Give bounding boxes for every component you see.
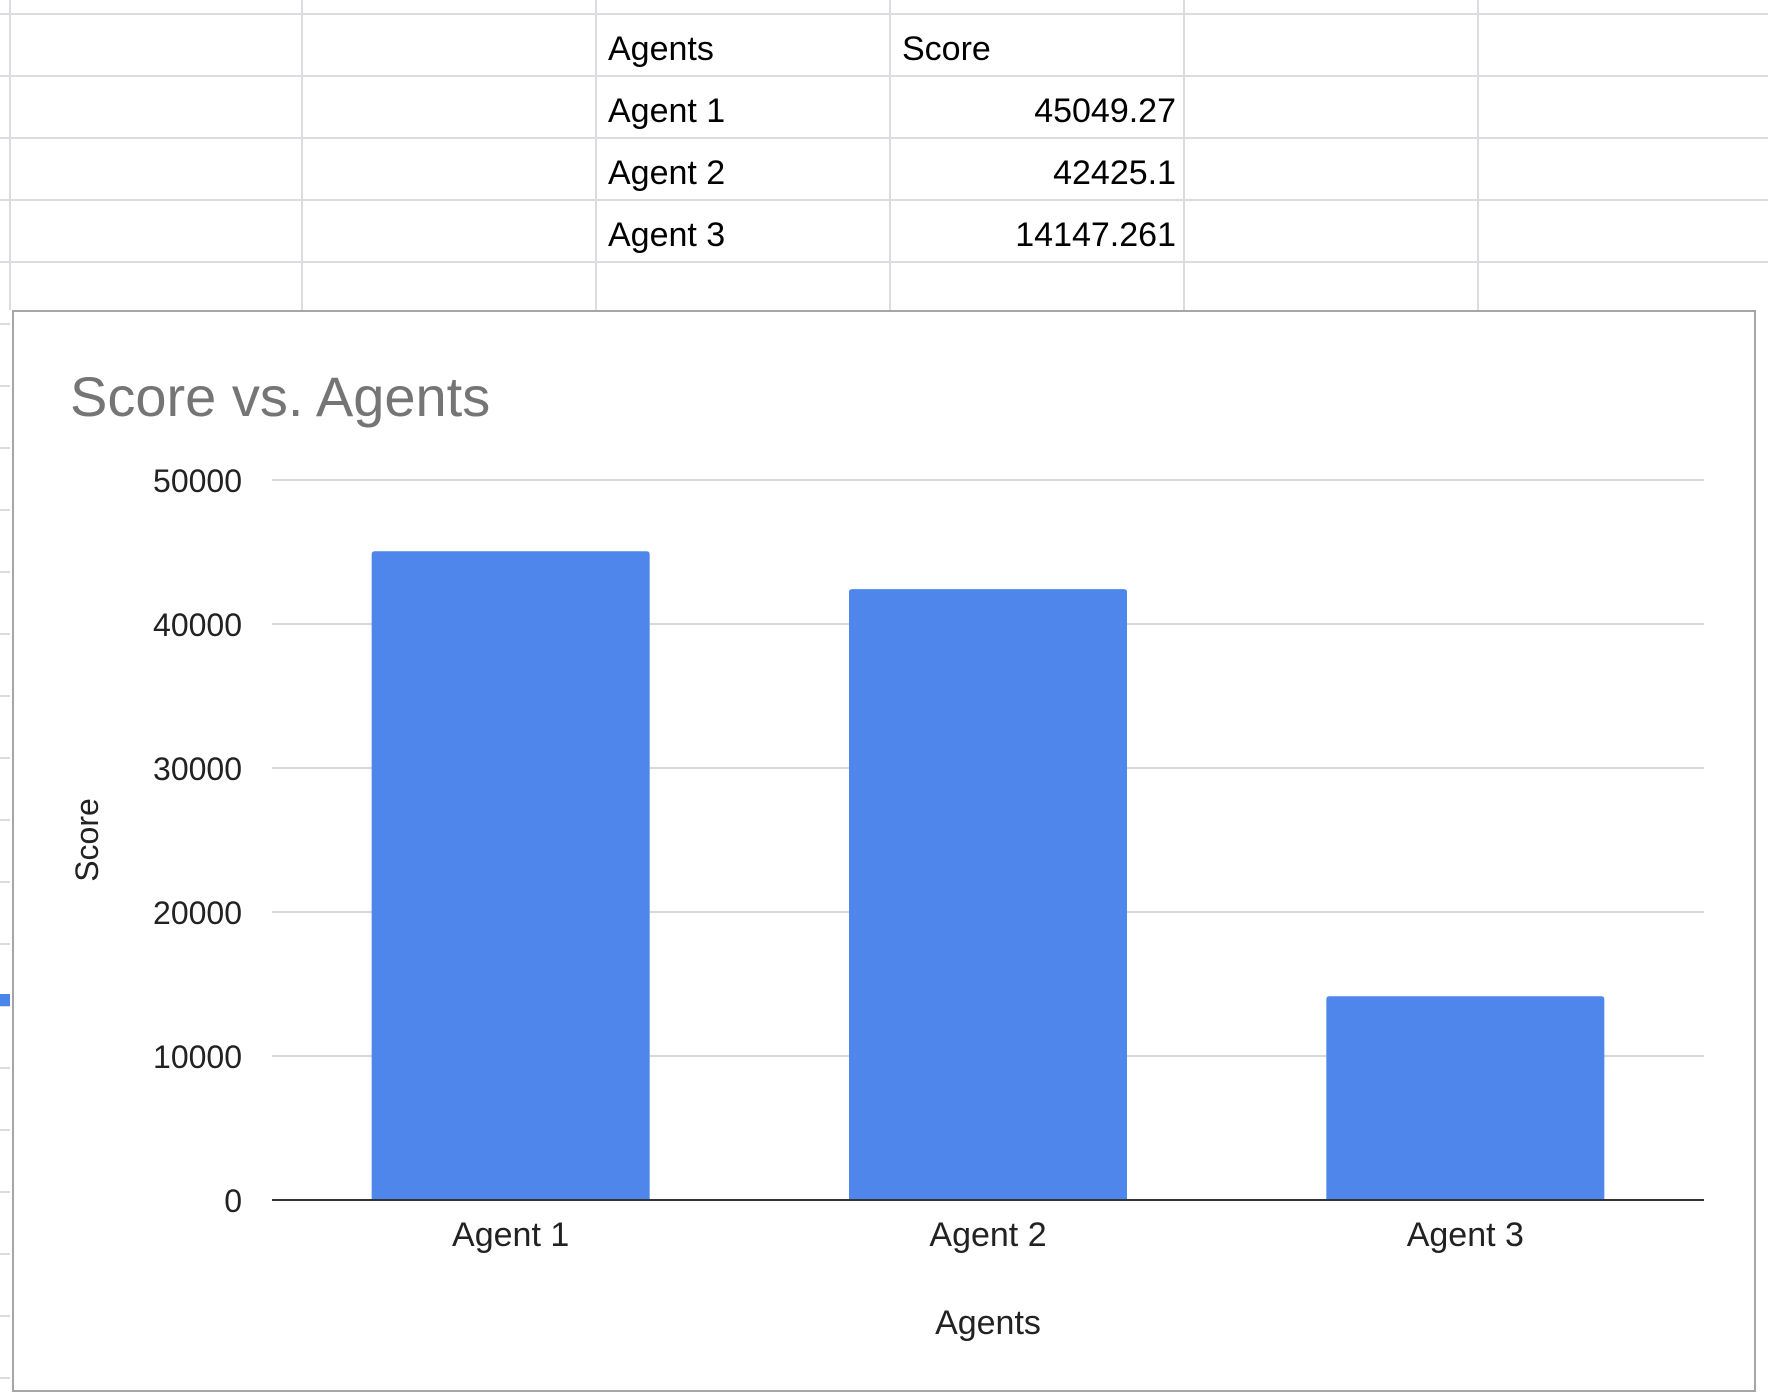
cell-score-3[interactable]: 14147.261 <box>1015 216 1176 254</box>
cell-agent-1[interactable]: Agent 1 <box>608 92 726 130</box>
x-tick-label: Agent 1 <box>452 1216 569 1254</box>
y-tick-label: 40000 <box>153 607 242 643</box>
header-cell-score[interactable]: Score <box>902 30 991 68</box>
bar-chart: Score vs. Agents 0 10000 20000 30000 40000 500… <box>69 365 1704 1342</box>
header-cell-agents[interactable]: Agents <box>608 30 714 68</box>
y-tick-label: 30000 <box>153 751 242 787</box>
chart-title: Score vs. Agents <box>70 365 490 428</box>
cell-score-2[interactable]: 42425.1 <box>1053 154 1176 192</box>
y-tick-label: 10000 <box>153 1039 242 1075</box>
bar-1[interactable] <box>371 551 650 1200</box>
cell-agent-3[interactable]: Agent 3 <box>608 216 726 254</box>
y-axis-title: Score <box>69 798 105 882</box>
bar-2[interactable] <box>849 589 1127 1200</box>
embedded-chart[interactable]: Score vs. Agents 0 10000 20000 30000 40000 500… <box>12 310 1756 1392</box>
x-tick-label: Agent 2 <box>929 1216 1046 1254</box>
x-axis-title: Agents <box>935 1304 1041 1342</box>
bar-3[interactable] <box>1326 996 1605 1200</box>
row-selection-marker <box>0 994 10 1006</box>
y-tick-label: 0 <box>224 1183 242 1219</box>
cell-agent-2[interactable]: Agent 2 <box>608 154 726 192</box>
cell-score-1[interactable]: 45049.27 <box>1034 92 1176 130</box>
y-tick-label: 50000 <box>153 463 242 499</box>
y-tick-label: 20000 <box>153 895 242 931</box>
x-tick-label: Agent 3 <box>1407 1216 1524 1254</box>
